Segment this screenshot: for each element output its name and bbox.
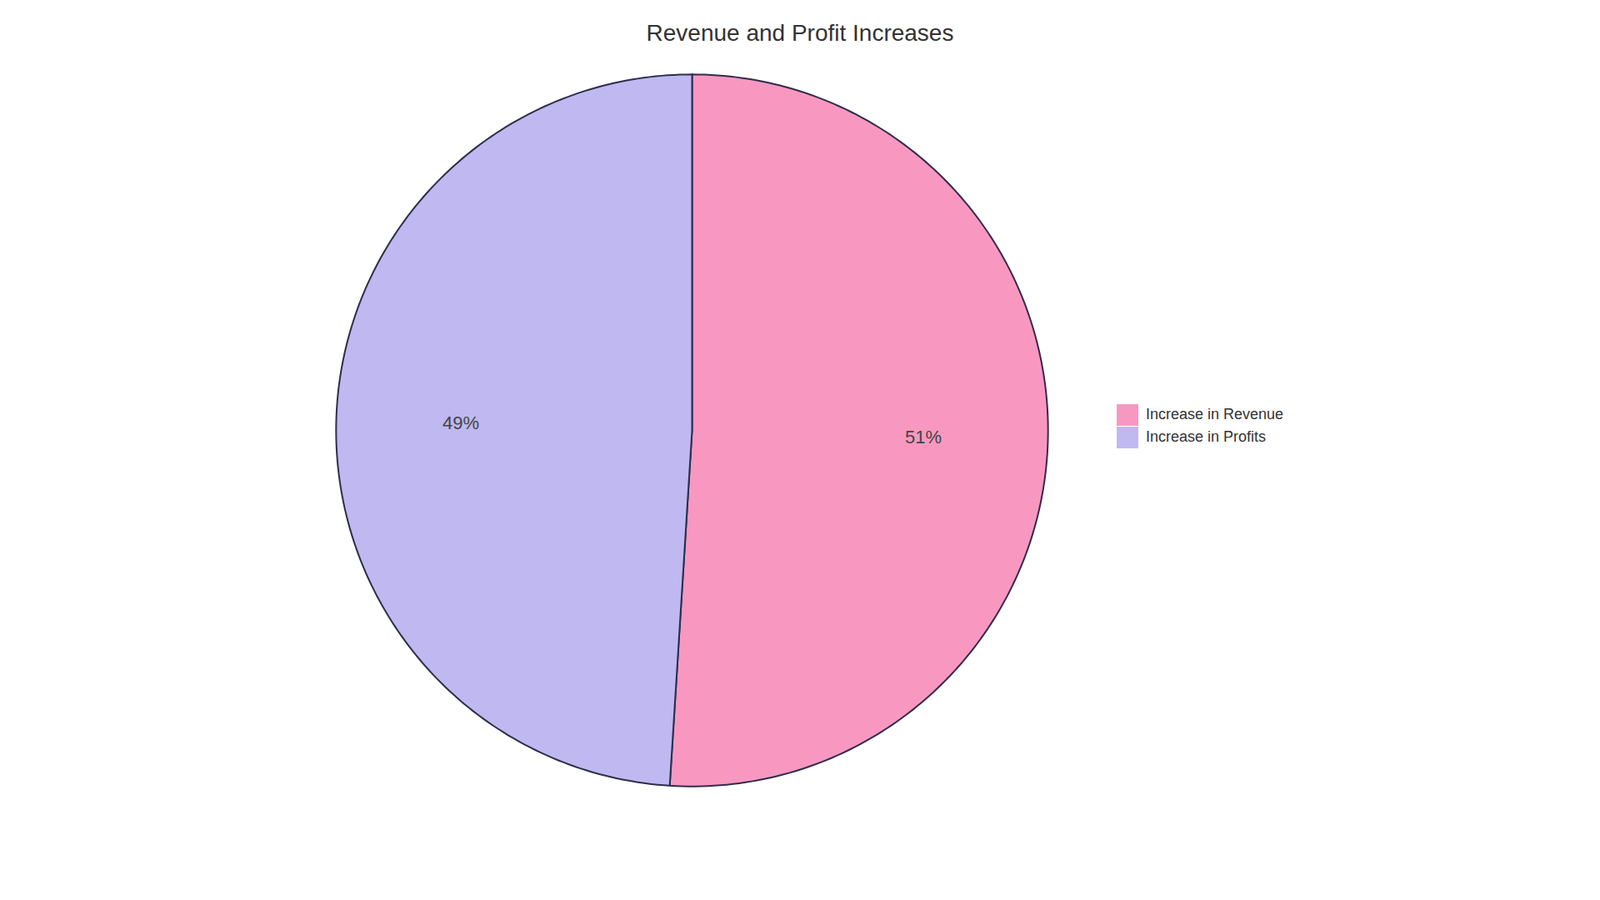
svg-text:51%: 51% [905, 426, 942, 448]
html-text:Increase in Profits: Increase in Profits [1145, 428, 1266, 445]
html-text:Revenue and Profit Increases: Revenue and Profit Increases [646, 20, 954, 46]
html-text:Increase in Revenue: Increase in Revenue [1145, 405, 1284, 423]
svg-text:49%: 49% [442, 412, 480, 434]
